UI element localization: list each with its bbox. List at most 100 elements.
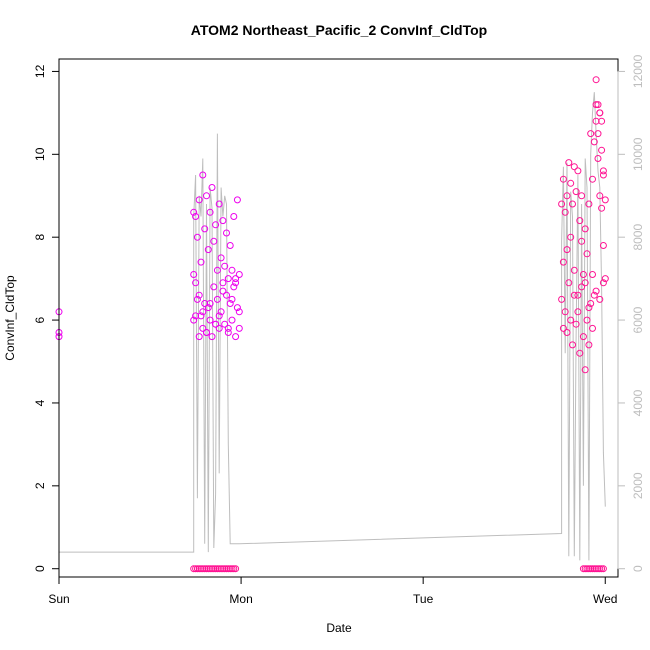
data-point: [585, 341, 593, 349]
data-point: [235, 324, 243, 332]
y-tick-label: 4: [33, 399, 47, 406]
data-point: [210, 283, 218, 291]
y2-tick-label: 6000: [631, 306, 645, 333]
data-point: [596, 295, 604, 303]
data-point: [224, 324, 232, 332]
data-point: [561, 208, 569, 216]
data-point: [558, 200, 566, 208]
data-point: [195, 333, 203, 341]
points-series-layer: [55, 76, 609, 573]
data-point: [598, 204, 606, 212]
data-point: [228, 266, 236, 274]
data-point: [589, 271, 596, 278]
data-point: [574, 308, 582, 316]
data-point: [228, 295, 236, 303]
x-tick-label: Wed: [593, 592, 617, 606]
data-point: [199, 308, 207, 316]
data-point: [563, 192, 571, 200]
data-point: [215, 200, 223, 208]
data-point: [590, 138, 598, 146]
y-tick-label: 12: [33, 64, 47, 78]
data-point: [592, 76, 600, 84]
data-point: [230, 283, 238, 291]
plot-frame: [58, 58, 619, 578]
data-point: [224, 329, 232, 336]
data-point: [592, 101, 600, 109]
y2-tick-label: 2000: [631, 472, 645, 499]
data-point: [565, 279, 573, 287]
data-point: [578, 237, 586, 245]
data-point: [190, 316, 198, 324]
data-point: [567, 316, 575, 324]
data-point: [208, 333, 216, 341]
data-point: [197, 312, 205, 320]
data-point: [230, 213, 238, 220]
data-point: [233, 196, 241, 204]
data-point: [195, 291, 203, 299]
data-point: [212, 221, 220, 229]
data-point: [559, 175, 567, 183]
data-point: [197, 258, 205, 266]
data-point: [221, 320, 229, 328]
x-tick-label: Tue: [413, 592, 434, 606]
data-point: [193, 233, 201, 241]
chart-title: ATOM2 Northeast_Pacific_2 ConvInf_CldTop: [191, 22, 487, 38]
data-point: [215, 312, 223, 320]
data-point: [203, 329, 210, 336]
data-point: [217, 308, 225, 316]
data-point: [563, 246, 571, 254]
data-point: [223, 229, 230, 237]
y-tick-label: 2: [33, 482, 47, 489]
data-point: [559, 324, 567, 332]
data-point: [204, 246, 212, 254]
data-point: [574, 167, 582, 175]
data-point: [235, 308, 243, 316]
data-point: [199, 324, 207, 332]
data-point: [219, 287, 227, 295]
data-point: [578, 192, 586, 200]
data-point: [223, 291, 230, 299]
data-point: [599, 167, 607, 175]
data-point: [206, 208, 214, 216]
data-point: [199, 171, 207, 179]
data-point: [569, 200, 576, 208]
data-point: [213, 295, 221, 303]
data-point: [192, 279, 200, 287]
data-point: [559, 258, 567, 266]
data-point: [585, 200, 593, 208]
data-point: [232, 333, 240, 341]
data-point: [583, 316, 591, 324]
data-point: [599, 242, 607, 249]
data-point: [233, 304, 241, 312]
data-point: [561, 308, 569, 316]
data-point: [206, 316, 214, 324]
data-point: [226, 300, 234, 307]
data-point: [594, 130, 602, 138]
data-point: [570, 163, 578, 171]
data-point: [598, 146, 606, 154]
data-point: [587, 300, 595, 307]
data-point: [581, 366, 589, 374]
y2-tick-label: 8000: [631, 224, 645, 251]
data-point: [576, 217, 584, 225]
x-axis: Sun Mon Tue Wed: [48, 576, 617, 606]
data-point: [192, 312, 200, 320]
data-point: [567, 179, 575, 187]
data-point: [221, 262, 229, 270]
data-point: [601, 275, 609, 283]
data-point: [569, 341, 576, 349]
data-point: [583, 250, 591, 258]
data-point: [201, 300, 209, 307]
y-tick-label: 0: [33, 565, 47, 572]
data-point: [589, 175, 596, 183]
data-point: [219, 217, 227, 225]
data-point: [587, 130, 595, 138]
data-point: [224, 275, 232, 283]
data-point: [232, 565, 240, 573]
data-point: [576, 349, 584, 357]
y2-tick-label: 12000: [631, 54, 645, 88]
y-axis: 0 2 4 6 8 10 12: [33, 64, 60, 572]
data-point: [228, 316, 236, 324]
data-point: [599, 279, 607, 287]
data-point: [217, 254, 225, 262]
